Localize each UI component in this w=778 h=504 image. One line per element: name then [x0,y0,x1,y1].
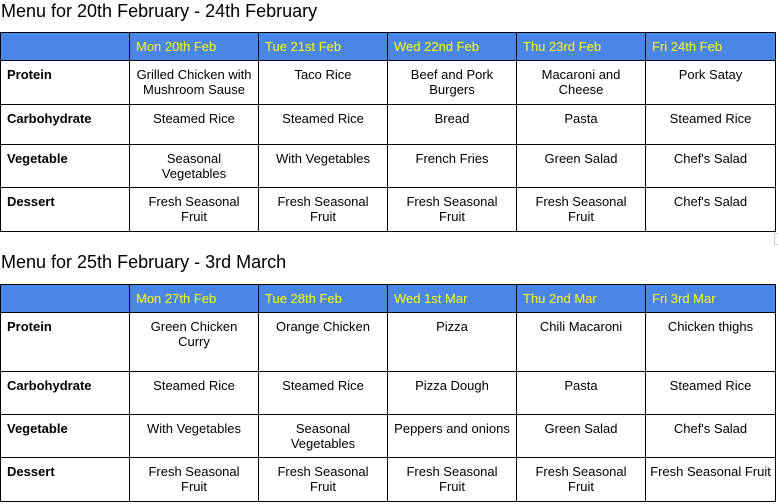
menu-cell: Green Chicken Curry [129,312,259,372]
menu-cell: Fresh Seasonal Fruit [645,457,776,502]
menu-cell: Fresh Seasonal Fruit [387,187,517,232]
day-header: Thu 2nd Mar [516,284,646,313]
menu-cell: Fresh Seasonal Fruit [258,457,388,502]
menu-cell: Chef's Salad [645,144,776,188]
menu-cell: With Vegetables [258,144,388,188]
menu-cell: Fresh Seasonal Fruit [129,187,259,232]
menu-cell: French Fries [387,144,517,188]
header-empty-cell [0,32,130,61]
menu-cell: Green Salad [516,144,646,188]
menu-cell: Pizza [387,312,517,372]
day-header: Mon 20th Feb [129,32,259,61]
day-header: Wed 22nd Feb [387,32,517,61]
menu-table: Mon 27th Feb Tue 28th Feb Wed 1st Mar Thu 2… [0,284,776,502]
menu-title: Menu for 25th February - 3rd March [1,252,287,272]
row-label: Protein [0,60,130,105]
menu-table: Mon 20th Feb Tue 21st Feb Wed 22nd Feb Thu … [0,32,776,232]
menu-cell: Beef and Pork Burgers [387,60,517,105]
menu-title: Menu for 20th February - 24th February [1,1,318,21]
day-header: Tue 28th Feb [258,284,388,313]
menu-cell: Chef's Salad [645,187,776,232]
menu-cell: Pasta [516,104,646,145]
day-header: Wed 1st Mar [387,284,517,313]
row-label: Vegetable [0,144,130,188]
header-row: Mon 27th Feb Tue 28th Feb Wed 1st Mar Thu 2… [0,284,776,313]
day-header: Fri 3rd Mar [645,284,776,313]
day-header: Tue 21st Feb [258,32,388,61]
menu-cell: Chili Macaroni [516,312,646,372]
row-label: Vegetable [0,414,130,458]
table-row: Dessert Fresh Seasonal Fruit Fresh Seasona… [0,187,776,232]
text-cursor [775,150,776,166]
menu-cell: Fresh Seasonal Fruit [516,187,646,232]
menu-cell: Steamed Rice [129,371,259,415]
menu-cell: Steamed Rice [258,371,388,415]
row-label: Protein [0,312,130,372]
table-row: Protein Grilled Chicken with Mushroom Sau… [0,60,776,105]
menu-cell: Pizza Dough [387,371,517,415]
table-row: Protein Green Chicken Curry Orange Chicken… [0,312,776,372]
row-label: Dessert [0,457,130,502]
menu-cell: Chef's Salad [645,414,776,458]
header-empty-cell [0,284,130,313]
menu-cell: Pasta [516,371,646,415]
menu-cell: Grilled Chicken with Mushroom Sause [129,60,259,105]
menu-cell: Seasonal Vegetables [129,144,259,188]
menu-cell: Taco Rice [258,60,388,105]
table-resize-handle[interactable] [774,233,778,245]
menu-cell: Macaroni and Cheese [516,60,646,105]
menu-cell: Orange Chicken [258,312,388,372]
day-header: Thu 23rd Feb [516,32,646,61]
menu-cell: Steamed Rice [645,104,776,145]
header-row: Mon 20th Feb Tue 21st Feb Wed 22nd Feb Thu … [0,32,776,61]
menu-cell: Green Salad [516,414,646,458]
menu-cell: Fresh Seasonal Fruit [258,187,388,232]
table-row: Carbohydrate Steamed Rice Steamed Rice Brea… [0,104,776,145]
table-row: Vegetable With Vegetables Seasonal Vegetab… [0,414,776,458]
day-header: Mon 27th Feb [129,284,259,313]
menu-cell: Bread [387,104,517,145]
menu-cell: Fresh Seasonal Fruit [387,457,517,502]
menu-cell: With Vegetables [129,414,259,458]
menu-cell: Steamed Rice [645,371,776,415]
menu-cell: Peppers and onions [387,414,517,458]
menu-cell: Fresh Seasonal Fruit [516,457,646,502]
row-label: Carbohydrate [0,371,130,415]
menu-cell: Fresh Seasonal Fruit [129,457,259,502]
menu-cell: Chicken thighs [645,312,776,372]
row-label: Carbohydrate [0,104,130,145]
menu-cell: Seasonal Vegetables [258,414,388,458]
table-row: Vegetable Seasonal Vegetables With Vegetab… [0,144,776,188]
day-header: Fri 24th Feb [645,32,776,61]
menu-cell: Pork Satay [645,60,776,105]
table-row: Dessert Fresh Seasonal Fruit Fresh Seasona… [0,457,776,502]
table-row: Carbohydrate Steamed Rice Steamed Rice Pizz… [0,371,776,415]
row-label: Dessert [0,187,130,232]
menu-cell: Steamed Rice [129,104,259,145]
menu-cell: Steamed Rice [258,104,388,145]
